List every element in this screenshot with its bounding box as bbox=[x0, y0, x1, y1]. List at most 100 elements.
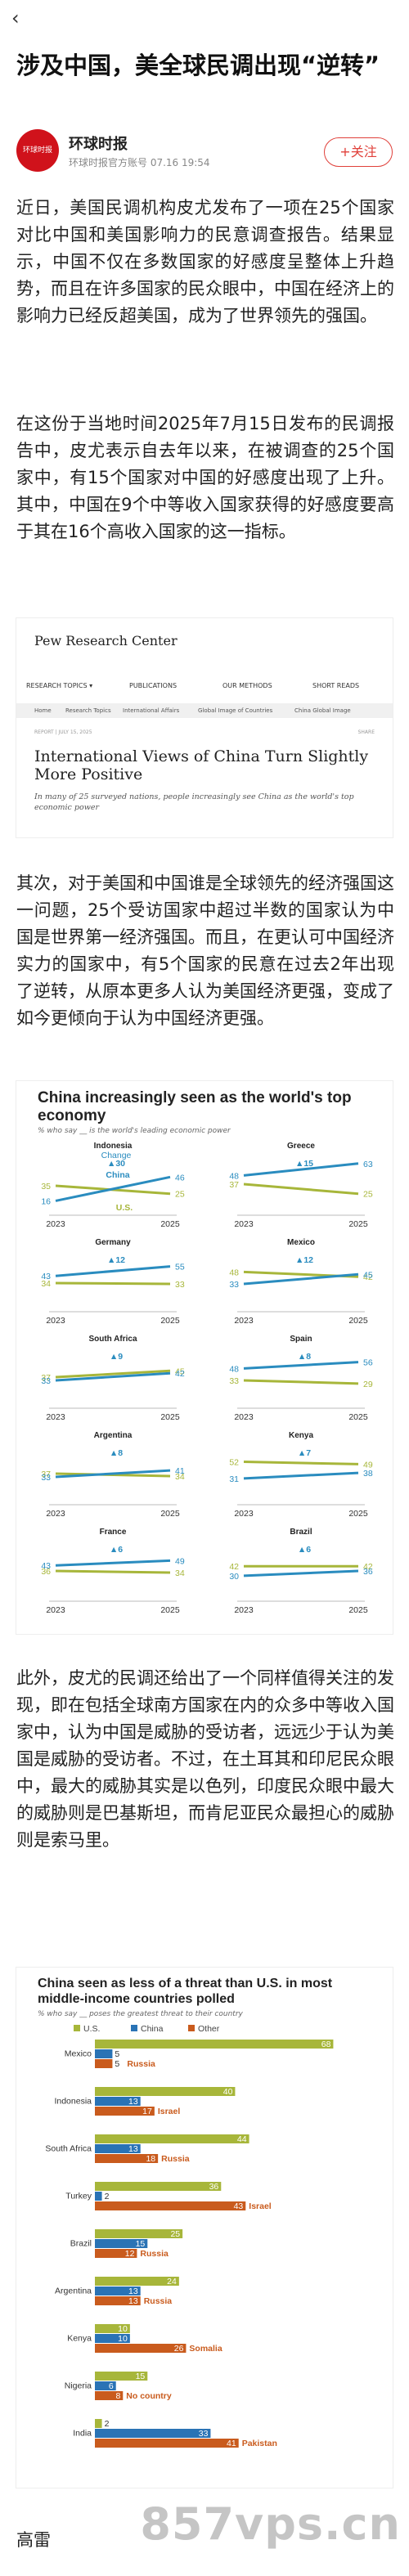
legend-label-china: China bbox=[141, 2025, 164, 2034]
change-label: ▲8 bbox=[298, 1352, 311, 1362]
source-logo[interactable]: 环球时报 bbox=[16, 129, 59, 172]
change-label: ▲30 bbox=[107, 1159, 125, 1169]
other-bar bbox=[95, 2439, 239, 2448]
pew-report-card[interactable]: Pew Research Center RESEARCH TOPICS ▾ PU… bbox=[16, 618, 393, 837]
us-start-label: 42 bbox=[229, 1562, 239, 1572]
x-tick-label: 2023 bbox=[234, 1509, 254, 1519]
country-label: Turkey bbox=[65, 2192, 92, 2201]
china-series-line bbox=[55, 1175, 171, 1202]
pew-share[interactable]: SHARE bbox=[357, 729, 375, 735]
x-tick-label: 2023 bbox=[46, 1605, 65, 1615]
china-start-label: 31 bbox=[229, 1474, 239, 1484]
chart2-subtitle: % who say __ poses the greatest threat t… bbox=[38, 2010, 243, 2018]
china-series-line bbox=[243, 1361, 359, 1370]
x-tick-label: 2025 bbox=[348, 1509, 368, 1519]
us-series-line bbox=[243, 1183, 359, 1196]
other-country-label: Russia bbox=[127, 2059, 155, 2069]
panel-country-label: Germany bbox=[95, 1238, 131, 1247]
china-end-label: 42 bbox=[175, 1369, 185, 1379]
pew-nav-item[interactable]: PUBLICATIONS bbox=[129, 682, 178, 689]
us-bar bbox=[95, 2182, 222, 2191]
china-start-label: 48 bbox=[229, 1171, 239, 1181]
country-label: Brazil bbox=[70, 2239, 92, 2249]
back-icon[interactable]: ‹ bbox=[11, 7, 20, 29]
china-end-label: 36 bbox=[363, 1567, 373, 1577]
china-end-label: 46 bbox=[175, 1173, 185, 1183]
china-value-label: 5 bbox=[115, 2049, 119, 2059]
bar-group-india: India 2 33 41 Pakistan bbox=[73, 2419, 277, 2448]
china-value-label: 33 bbox=[199, 2429, 209, 2439]
paragraph-1: 近日，美国民调机构皮尤发布了一项在25个国家对比中国和美国影响力的民意调查报告。… bbox=[16, 198, 394, 325]
china-end-label: 38 bbox=[363, 1469, 373, 1479]
change-label: ▲12 bbox=[295, 1255, 313, 1265]
x-tick-label: 2023 bbox=[234, 1605, 254, 1615]
panel-country-label: Mexico bbox=[287, 1238, 315, 1247]
china-start-label: 33 bbox=[41, 1473, 51, 1483]
crumb[interactable]: International Affairs bbox=[123, 707, 180, 714]
article-title: 涉及中国，美全球民调出现“逆转” bbox=[16, 52, 380, 79]
legend-swatch-china bbox=[131, 2025, 137, 2031]
us-start-label: 35 bbox=[41, 1182, 51, 1192]
x-tick-label: 2025 bbox=[348, 1219, 368, 1229]
pew-nav: RESEARCH TOPICS ▾ PUBLICATIONS OUR METHO… bbox=[26, 682, 383, 698]
x-tick-label: 2025 bbox=[160, 1316, 180, 1326]
china-start-label: 43 bbox=[41, 1561, 51, 1571]
other-bar bbox=[95, 2296, 141, 2305]
china-start-label: 43 bbox=[41, 1272, 51, 1281]
panel-country-label: South Africa bbox=[88, 1335, 137, 1344]
us-start-label: 37 bbox=[41, 1373, 51, 1383]
source-meta: 环球时报官方账号 07.16 19:54 bbox=[69, 157, 210, 168]
panel-germany: Germany 2023 2025 34 33 43 55 ▲12 bbox=[41, 1238, 185, 1326]
china-series-line bbox=[55, 1265, 171, 1277]
china-series-line bbox=[243, 1569, 359, 1577]
panel-country-label: Spain bbox=[290, 1335, 312, 1344]
us-value-label: 36 bbox=[209, 2182, 219, 2192]
change-label: ▲9 bbox=[110, 1352, 123, 1362]
other-country-label: Russia bbox=[161, 2154, 190, 2164]
china-end-label: 63 bbox=[363, 1160, 373, 1169]
legend-swatch-us bbox=[74, 2025, 80, 2031]
bar-group-turkey: Turkey 36 2 43 Israel bbox=[65, 2182, 272, 2211]
pew-nav-item[interactable]: RESEARCH TOPICS ▾ bbox=[26, 682, 93, 689]
us-series-line bbox=[243, 1460, 359, 1465]
us-end-label: 34 bbox=[175, 1568, 185, 1578]
us-series-line bbox=[55, 1569, 171, 1574]
pew-nav-item[interactable]: SHORT READS bbox=[312, 682, 360, 689]
paragraph-4: 此外，皮尤的民调还给出了一个同样值得关注的发现，即在包括全球南方国家在内的众多中… bbox=[16, 1668, 394, 1850]
china-bar bbox=[95, 2192, 102, 2201]
other-country-label: Israel bbox=[249, 2201, 272, 2211]
x-tick-label: 2025 bbox=[160, 1509, 180, 1519]
china-end-label: 45 bbox=[363, 1270, 373, 1280]
crumb[interactable]: China Global Image bbox=[294, 707, 351, 714]
source-name[interactable]: 环球时报 bbox=[69, 136, 128, 153]
x-tick-label: 2025 bbox=[160, 1219, 180, 1229]
paragraph-3: 其次，对于美国和中国谁是全球领先的经济强国这一问题，25个受访国家中超过半数的国… bbox=[16, 873, 394, 1028]
other-bar bbox=[95, 2059, 113, 2068]
crumb[interactable]: Global Image of Countries bbox=[198, 707, 273, 714]
china-value-label: 13 bbox=[128, 2287, 138, 2296]
follow-button[interactable]: +关注 bbox=[324, 137, 393, 167]
us-end-label: 25 bbox=[175, 1190, 185, 1200]
us-value-label: 15 bbox=[136, 2372, 146, 2381]
crumb[interactable]: Home bbox=[34, 707, 52, 714]
other-value-label: 18 bbox=[146, 2154, 155, 2164]
crumb[interactable]: Research Topics bbox=[65, 707, 111, 714]
us-start-label: 48 bbox=[229, 1268, 239, 1277]
china-start-label: 33 bbox=[229, 1280, 239, 1290]
pew-nav-item[interactable]: OUR METHODS bbox=[222, 682, 272, 689]
panel-country-label: Indonesia bbox=[94, 1142, 133, 1151]
china-start-label: 33 bbox=[41, 1376, 51, 1386]
us-bar bbox=[95, 2277, 179, 2286]
us-end-label: 25 bbox=[363, 1190, 373, 1200]
country-label: South Africa bbox=[45, 2144, 92, 2154]
threat-bar-chart: U.S. China Other Mexico 68 55 Russia Indonesia 4… bbox=[45, 2025, 334, 2448]
other-country-label: Russia bbox=[140, 2249, 169, 2259]
bar-group-mexico: Mexico 68 55 Russia bbox=[65, 2040, 334, 2069]
panel-argentina: Argentina 2023 2025 37 34 33 41 ▲8 bbox=[41, 1431, 185, 1519]
x-tick-label: 2023 bbox=[46, 1509, 65, 1519]
country-label: Mexico bbox=[65, 2049, 92, 2059]
